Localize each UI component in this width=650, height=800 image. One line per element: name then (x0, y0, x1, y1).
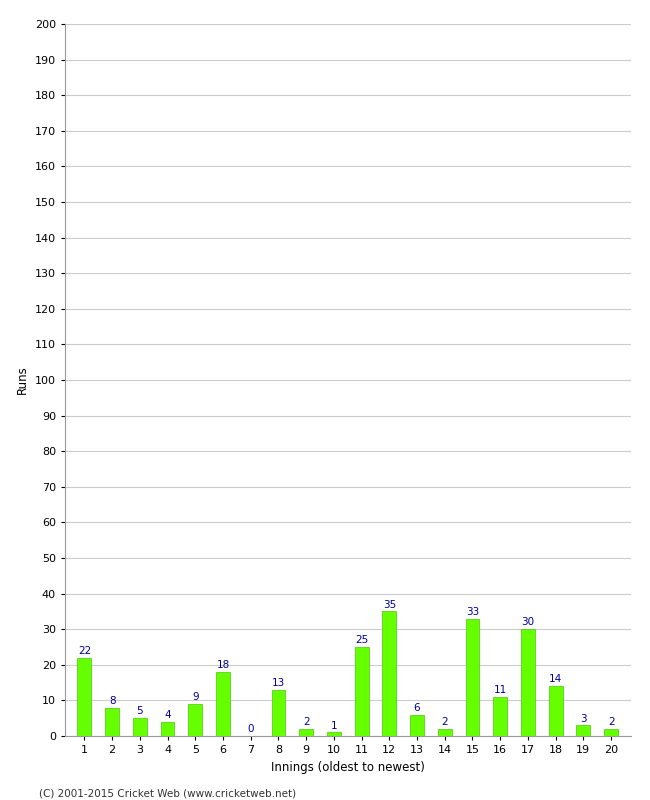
Text: 2: 2 (303, 717, 309, 727)
Bar (105, 707, 119, 736)
Bar (549, 686, 563, 736)
Text: 2: 2 (608, 717, 614, 727)
Text: 8: 8 (109, 696, 116, 706)
Bar (382, 611, 396, 736)
Bar (577, 726, 590, 736)
X-axis label: Innings (oldest to newest): Innings (oldest to newest) (271, 761, 424, 774)
Text: 35: 35 (383, 600, 396, 610)
Bar (161, 722, 174, 736)
Bar (327, 733, 341, 736)
Bar (272, 690, 285, 736)
Text: 0: 0 (248, 724, 254, 734)
Text: 30: 30 (521, 618, 534, 627)
Text: 25: 25 (355, 635, 369, 646)
Bar (299, 729, 313, 736)
Text: 2: 2 (441, 717, 448, 727)
Text: 3: 3 (580, 714, 587, 723)
Text: 33: 33 (466, 606, 479, 617)
Text: 14: 14 (549, 674, 562, 684)
Text: 1: 1 (331, 721, 337, 730)
Bar (465, 618, 480, 736)
Bar (77, 658, 92, 736)
Text: 9: 9 (192, 692, 199, 702)
Text: 18: 18 (216, 660, 229, 670)
Text: 5: 5 (136, 706, 143, 717)
Bar (216, 672, 230, 736)
Text: 22: 22 (78, 646, 91, 656)
Bar (410, 714, 424, 736)
Bar (493, 697, 507, 736)
Bar (604, 729, 618, 736)
Text: 4: 4 (164, 710, 171, 720)
Bar (188, 704, 202, 736)
Text: 6: 6 (414, 703, 421, 713)
Text: 13: 13 (272, 678, 285, 688)
Bar (521, 630, 535, 736)
Y-axis label: Runs: Runs (16, 366, 29, 394)
Bar (438, 729, 452, 736)
Bar (355, 647, 369, 736)
Text: (C) 2001-2015 Cricket Web (www.cricketweb.net): (C) 2001-2015 Cricket Web (www.cricketwe… (39, 788, 296, 798)
Bar (133, 718, 147, 736)
Text: 11: 11 (493, 685, 507, 695)
